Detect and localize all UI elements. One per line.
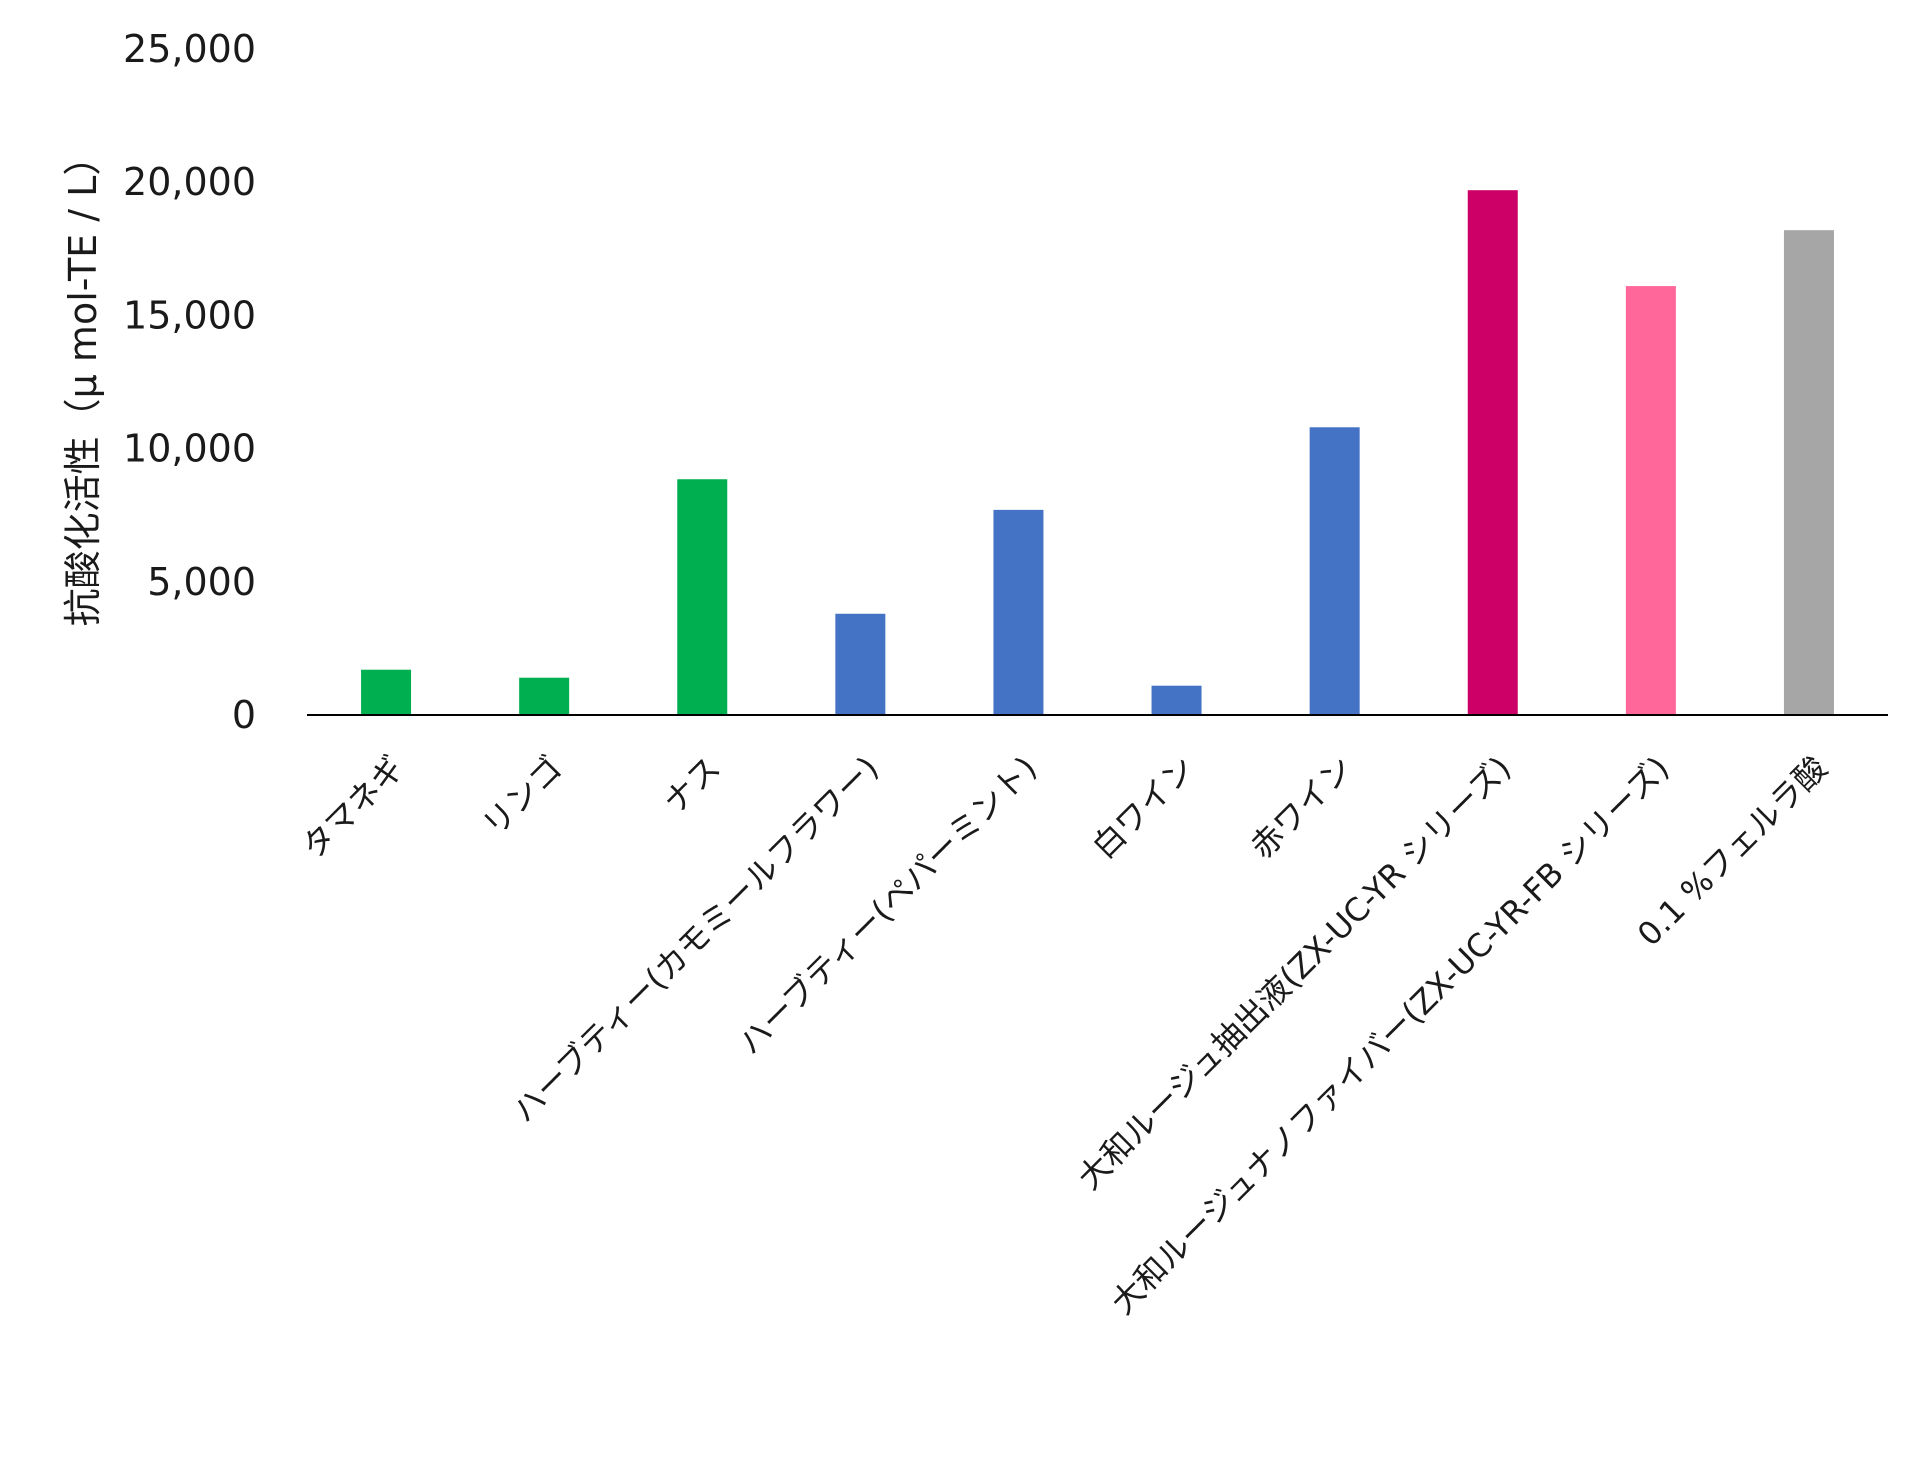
x-tick-label: ナス xyxy=(656,749,728,821)
x-tick-label: 白ワイン xyxy=(1085,749,1202,866)
y-tick-label: 10,000 xyxy=(123,427,256,471)
bar xyxy=(1783,230,1834,716)
bar xyxy=(835,613,886,715)
bar xyxy=(1309,427,1360,715)
bar xyxy=(1625,286,1676,715)
y-axis-title: 抗酸化活性（μ mol-TE / L） xyxy=(61,138,105,627)
y-tick-label: 25,000 xyxy=(123,27,256,71)
bar xyxy=(1151,685,1202,715)
bar xyxy=(519,677,570,715)
x-tick-label: タマネギ xyxy=(294,749,411,866)
category-labels: タマネギ リンゴ ナスハーブティー(カモミールフラワー)ハーブティー(ペパーミント)… xyxy=(294,749,1834,1322)
bars xyxy=(361,190,1834,716)
bar xyxy=(993,509,1044,715)
x-tick-label: 赤ワイン xyxy=(1243,749,1360,866)
y-axis-ticks: 0 5,000 10,000 15,000 20,000 25,000 xyxy=(123,27,256,737)
bar xyxy=(361,669,412,715)
y-tick-label: 5,000 xyxy=(147,560,256,604)
y-tick-label: 15,000 xyxy=(123,293,256,337)
y-tick-label: 0 xyxy=(232,693,256,737)
x-tick-label: ハーブティー(ペパーミント) xyxy=(731,749,1044,1062)
bar xyxy=(677,479,728,715)
x-tick-label: リンゴ xyxy=(475,749,570,844)
x-tick-label: 大和ルージュナノファイバー(ZX-UC-YR-FB シリーズ) xyxy=(1104,749,1677,1322)
y-tick-label: 20,000 xyxy=(123,160,256,204)
bar xyxy=(1467,190,1518,715)
